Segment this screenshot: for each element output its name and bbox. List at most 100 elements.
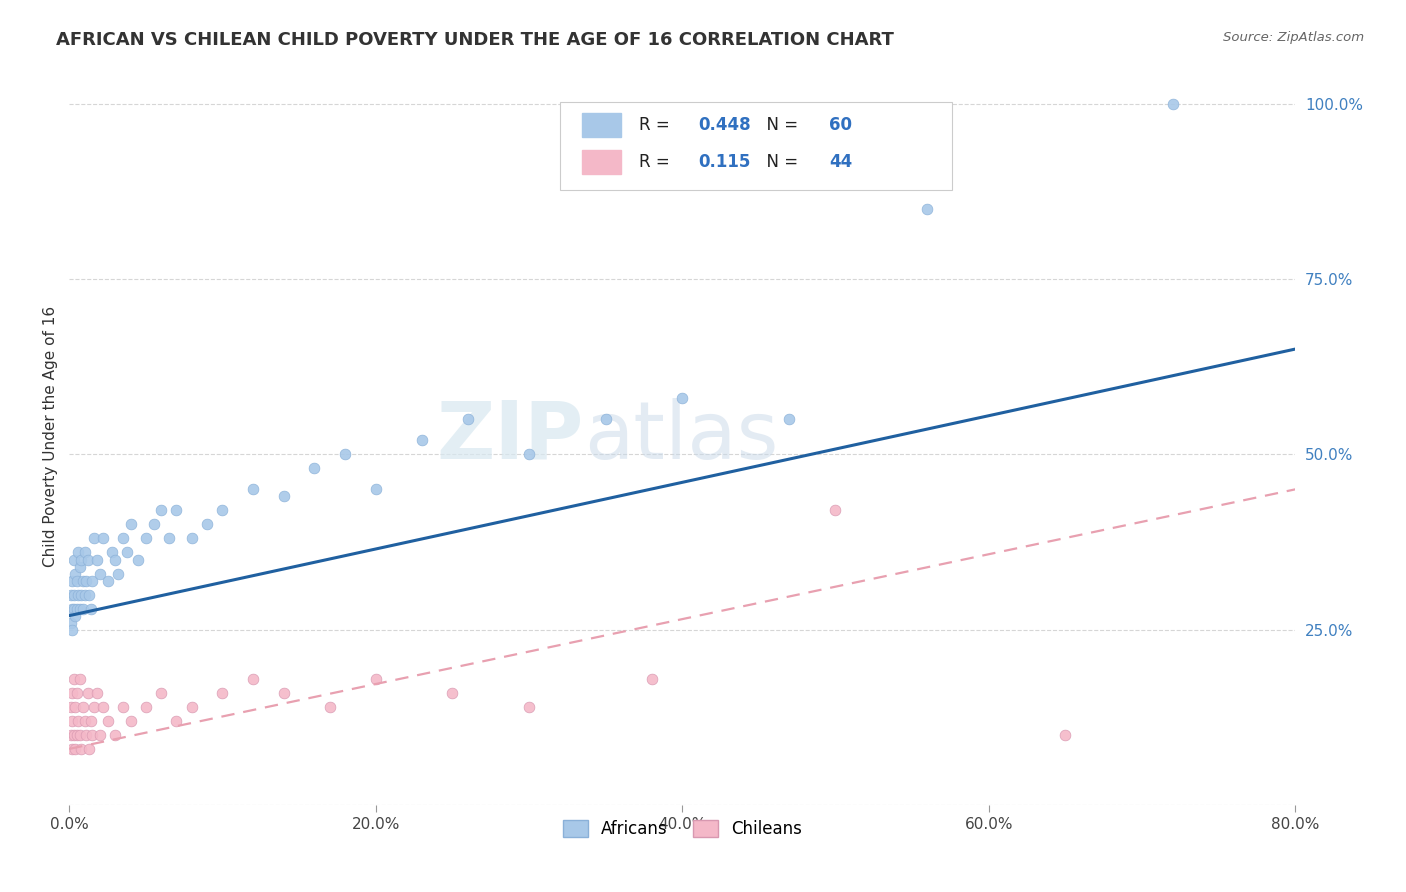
Point <box>273 489 295 503</box>
Point <box>72 601 94 615</box>
Point <box>69 559 91 574</box>
Text: AFRICAN VS CHILEAN CHILD POVERTY UNDER THE AGE OF 16 CORRELATION CHART: AFRICAN VS CHILEAN CHILD POVERTY UNDER T… <box>56 31 894 49</box>
Point <box>304 461 326 475</box>
Point <box>67 545 90 559</box>
Text: N =: N = <box>756 153 803 171</box>
Point <box>364 483 387 497</box>
Point <box>411 434 433 448</box>
Point <box>76 686 98 700</box>
Point <box>595 412 617 426</box>
Text: ZIP: ZIP <box>437 398 583 475</box>
Point <box>59 699 82 714</box>
Point <box>60 601 83 615</box>
Point <box>824 503 846 517</box>
Legend: Africans, Chileans: Africans, Chileans <box>555 813 808 845</box>
Point <box>75 728 97 742</box>
Point <box>66 601 89 615</box>
Point <box>517 699 540 714</box>
Point <box>83 532 105 546</box>
Point <box>242 483 264 497</box>
Text: 0.115: 0.115 <box>699 153 751 171</box>
Point <box>60 742 83 756</box>
Point <box>65 566 87 581</box>
Point <box>104 728 127 742</box>
Point <box>91 532 114 546</box>
Point <box>1054 728 1077 742</box>
Point <box>917 202 939 216</box>
Point <box>778 412 800 426</box>
Point <box>72 699 94 714</box>
Point <box>60 623 83 637</box>
Point <box>1161 96 1184 111</box>
Point <box>69 728 91 742</box>
Bar <box>582 113 621 137</box>
Point <box>120 714 142 728</box>
Point <box>59 588 82 602</box>
Point <box>107 566 129 581</box>
Point <box>211 686 233 700</box>
Point <box>69 601 91 615</box>
Point <box>96 714 118 728</box>
Point <box>63 552 86 566</box>
Point <box>70 742 93 756</box>
Point <box>127 552 149 566</box>
Point <box>66 574 89 588</box>
Point <box>96 574 118 588</box>
Point <box>117 545 139 559</box>
Point <box>86 552 108 566</box>
Point <box>63 601 86 615</box>
Point <box>69 672 91 686</box>
Point <box>111 532 134 546</box>
Point <box>111 699 134 714</box>
Text: R =: R = <box>640 116 675 134</box>
Text: 0.448: 0.448 <box>699 116 751 134</box>
Point <box>135 532 157 546</box>
Text: Source: ZipAtlas.com: Source: ZipAtlas.com <box>1223 31 1364 45</box>
Text: N =: N = <box>756 116 803 134</box>
Point <box>70 552 93 566</box>
Point <box>166 714 188 728</box>
Text: 44: 44 <box>830 153 852 171</box>
Point <box>142 517 165 532</box>
Point <box>150 686 173 700</box>
Point <box>120 517 142 532</box>
Point <box>76 552 98 566</box>
Point <box>86 686 108 700</box>
Point <box>319 699 342 714</box>
Point <box>63 672 86 686</box>
Point <box>517 447 540 461</box>
Point <box>70 588 93 602</box>
Point <box>67 588 90 602</box>
Point <box>83 699 105 714</box>
Point <box>63 588 86 602</box>
Point <box>180 532 202 546</box>
Point <box>66 728 89 742</box>
Point <box>65 608 87 623</box>
Point <box>82 728 104 742</box>
FancyBboxPatch shape <box>560 102 952 190</box>
Point <box>457 412 479 426</box>
Point <box>89 566 111 581</box>
Point <box>65 742 87 756</box>
Point <box>89 728 111 742</box>
Bar <box>582 150 621 174</box>
Point <box>441 686 464 700</box>
Point <box>77 742 100 756</box>
Point <box>82 574 104 588</box>
Point <box>671 391 693 405</box>
Point <box>150 503 173 517</box>
Point <box>180 699 202 714</box>
Point <box>157 532 180 546</box>
Point <box>73 545 96 559</box>
Point <box>79 601 101 615</box>
Point <box>242 672 264 686</box>
Point <box>59 728 82 742</box>
Point <box>101 545 124 559</box>
Point <box>104 552 127 566</box>
Point <box>273 686 295 700</box>
Point <box>333 447 356 461</box>
Point <box>211 503 233 517</box>
Point <box>60 714 83 728</box>
Point <box>77 588 100 602</box>
Point <box>195 517 218 532</box>
